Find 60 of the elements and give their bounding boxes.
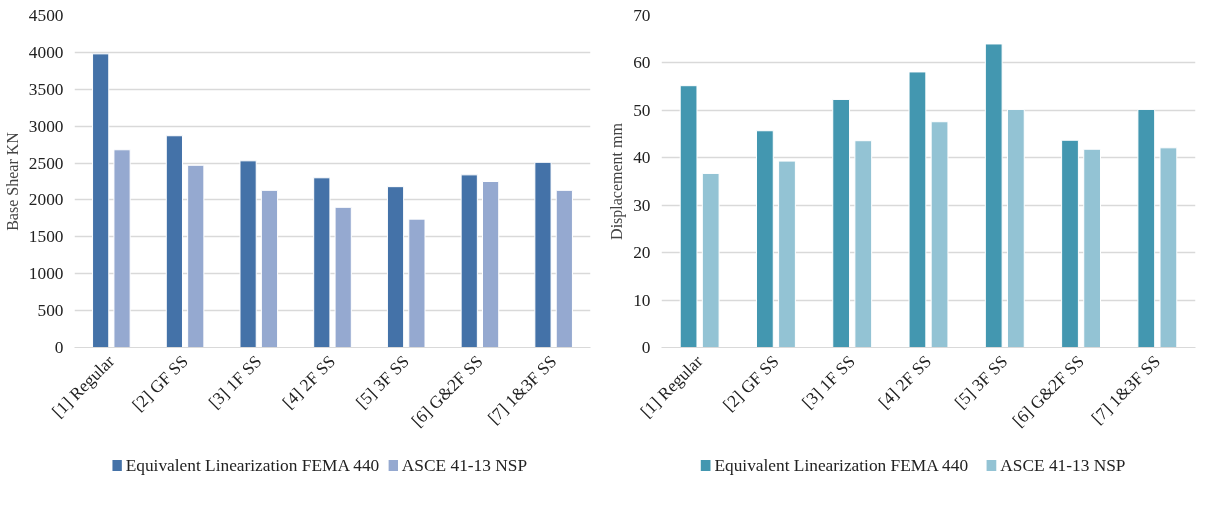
bar: [778, 160, 796, 348]
bar: [930, 121, 949, 348]
x-tick-label: [3] 1F SS: [798, 351, 859, 413]
legend-label: Equivalent Linearization FEMA 440: [125, 456, 380, 475]
x-tick-label: [3] 1F SS: [205, 351, 266, 413]
x-tick-label: [4] 2F SS: [874, 351, 936, 413]
legend-label: ASCE 41-13 NSP: [401, 456, 528, 475]
legend-label: Equivalent Linearization FEMA 440: [714, 456, 969, 475]
bar: [313, 177, 331, 348]
x-tick-label: [4] 2F SS: [278, 351, 340, 413]
bar: [1061, 139, 1079, 348]
bar: [187, 164, 205, 348]
legend-label: ASCE 41-13 NSP: [1000, 456, 1126, 475]
y-tick-label: 0: [641, 338, 651, 357]
bar: [482, 181, 500, 348]
y-tick-label: 3500: [28, 79, 64, 99]
bar: [460, 174, 478, 348]
y-tick-label: 50: [633, 100, 651, 120]
y-tick-label: 40: [633, 148, 651, 168]
y-tick-label: 500: [37, 301, 64, 321]
y-tick-label: 70: [633, 6, 651, 25]
x-tick-label: [5] 3F SS: [951, 351, 1012, 413]
y-tick-label: 2500: [28, 153, 64, 173]
bar: [260, 189, 279, 348]
bar: [555, 189, 573, 348]
bar: [386, 186, 405, 348]
bar: [854, 140, 873, 348]
bar: [984, 43, 1003, 348]
y-tick-label: 3000: [28, 116, 64, 136]
bar: [908, 71, 927, 348]
y-tick-label: 60: [633, 53, 651, 73]
y-tick-label: 0: [54, 338, 64, 357]
bar: [1083, 148, 1102, 348]
y-axis-title: Displacement mm: [608, 122, 627, 240]
bar: [239, 160, 257, 348]
bar: [92, 53, 110, 348]
bar: [408, 218, 426, 348]
y-tick-label: 4000: [28, 42, 64, 62]
bar: [679, 85, 698, 348]
bar: [1006, 108, 1025, 348]
bar: [165, 135, 183, 348]
bar: [1137, 108, 1156, 348]
bar: [113, 149, 131, 348]
bar: [701, 172, 720, 348]
x-tick-label: [2] GF SS: [128, 351, 192, 415]
y-tick-label: 10: [633, 290, 651, 310]
bar: [755, 130, 774, 348]
y-tick-label: 4500: [28, 6, 64, 25]
x-tick-label: [2] GF SS: [719, 351, 783, 415]
bar: [1159, 147, 1178, 348]
bar: [832, 98, 851, 348]
y-tick-label: 20: [633, 243, 651, 263]
y-tick-label: 1500: [28, 227, 64, 247]
y-tick-label: 1000: [28, 264, 64, 284]
y-tick-label: 30: [633, 195, 651, 215]
y-axis-title: Base Shear KN: [3, 131, 21, 231]
bar: [534, 161, 552, 348]
y-tick-label: 2000: [28, 190, 64, 210]
bar: [334, 206, 352, 348]
x-tick-label: [5] 3F SS: [352, 351, 413, 413]
